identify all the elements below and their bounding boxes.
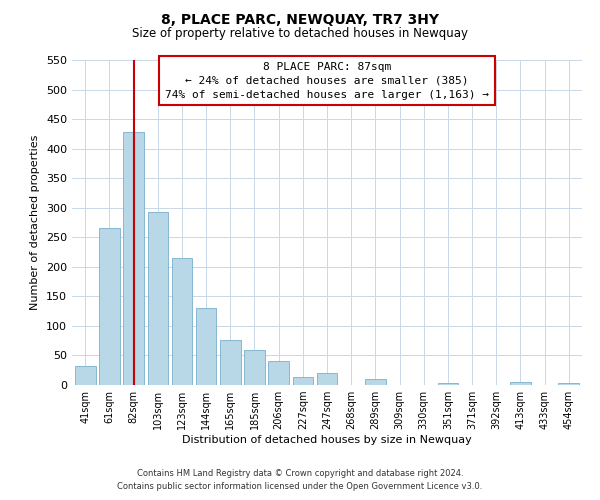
Text: 8, PLACE PARC, NEWQUAY, TR7 3HY: 8, PLACE PARC, NEWQUAY, TR7 3HY xyxy=(161,12,439,26)
X-axis label: Distribution of detached houses by size in Newquay: Distribution of detached houses by size … xyxy=(182,435,472,445)
Bar xyxy=(124,132,144,385)
Bar xyxy=(559,382,579,385)
Bar xyxy=(75,366,95,385)
Text: 8 PLACE PARC: 87sqm
← 24% of detached houses are smaller (385)
74% of semi-detac: 8 PLACE PARC: 87sqm ← 24% of detached ho… xyxy=(165,62,489,100)
Bar xyxy=(172,258,192,385)
Y-axis label: Number of detached properties: Number of detached properties xyxy=(31,135,40,310)
Bar xyxy=(244,350,265,385)
Bar xyxy=(365,378,386,385)
Text: Contains HM Land Registry data © Crown copyright and database right 2024.
Contai: Contains HM Land Registry data © Crown c… xyxy=(118,470,482,491)
Bar xyxy=(293,376,313,385)
Bar xyxy=(437,382,458,385)
Bar xyxy=(317,373,337,385)
Bar xyxy=(268,362,289,385)
Text: Size of property relative to detached houses in Newquay: Size of property relative to detached ho… xyxy=(132,28,468,40)
Bar xyxy=(510,382,530,385)
Bar xyxy=(196,308,217,385)
Bar xyxy=(148,212,168,385)
Bar xyxy=(220,340,241,385)
Bar xyxy=(99,228,120,385)
